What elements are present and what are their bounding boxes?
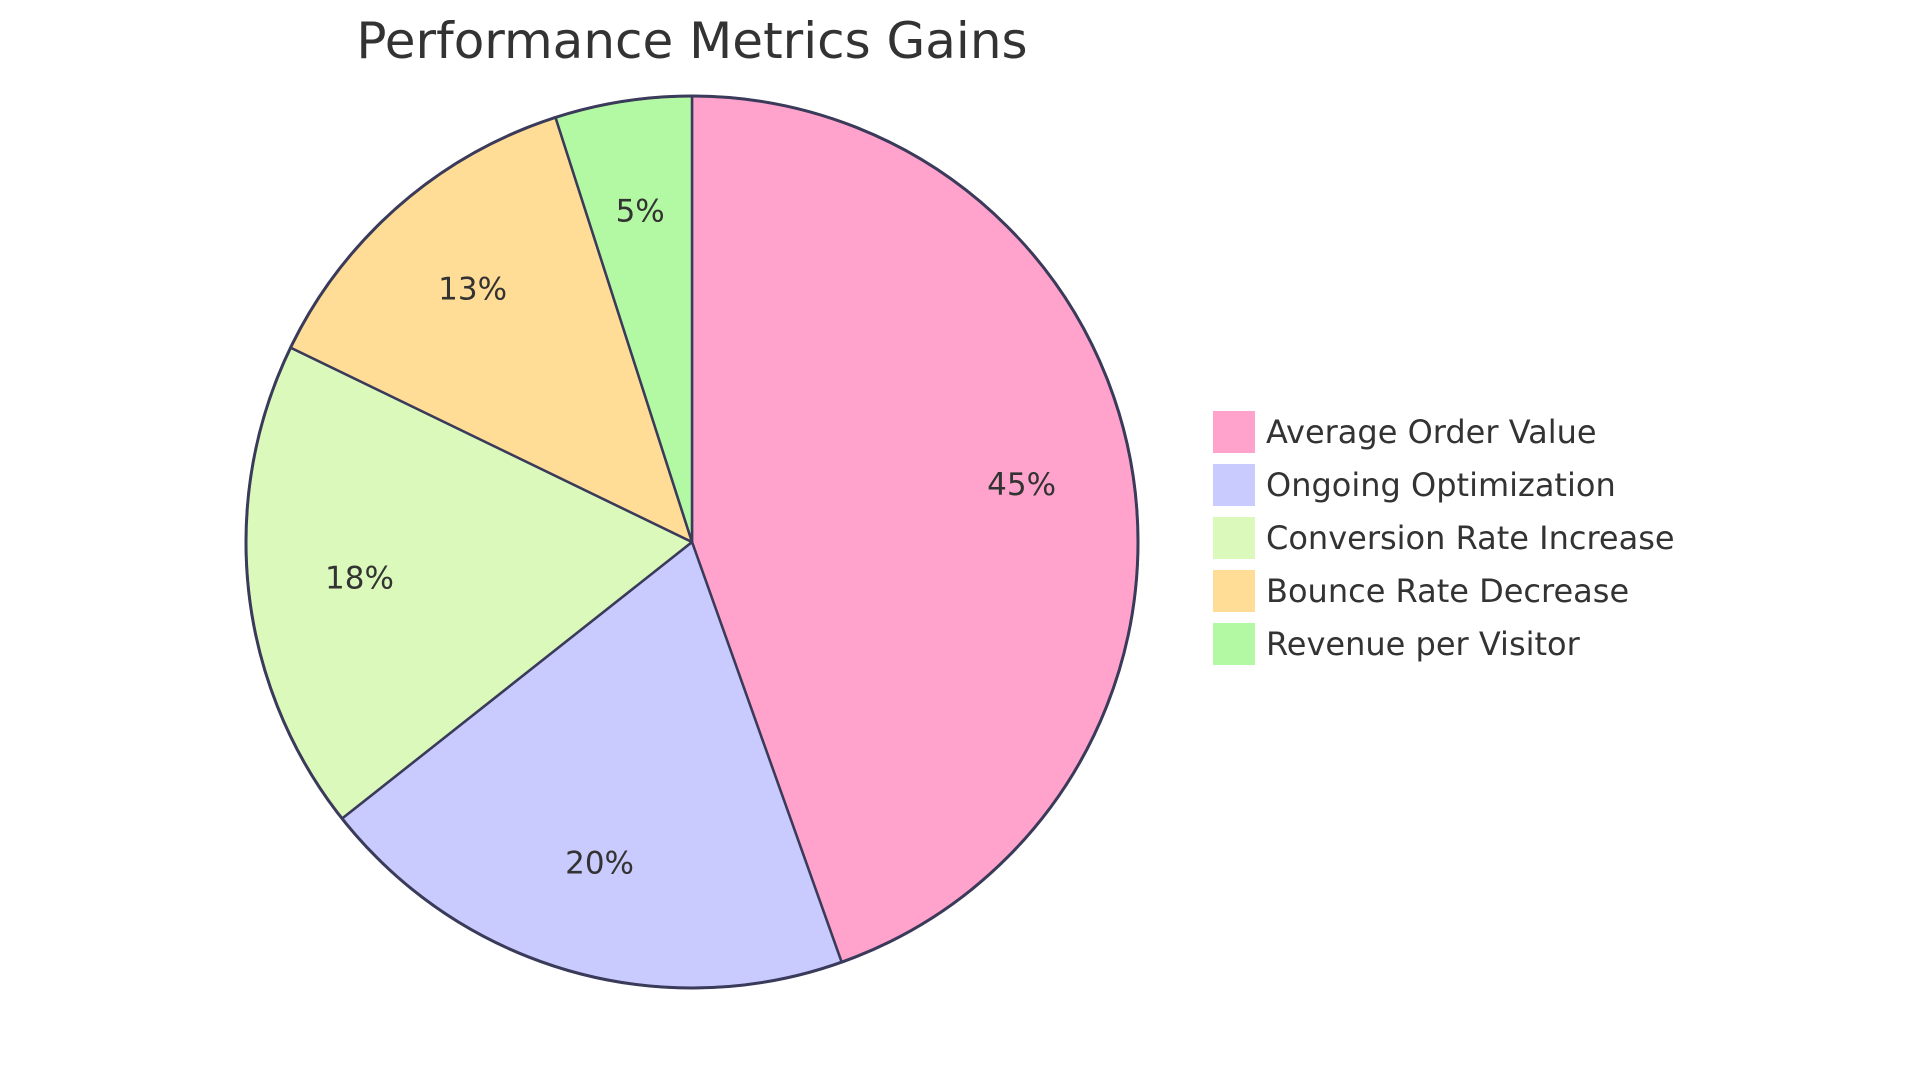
- pie-slices: [244, 94, 1140, 990]
- legend-label-bounce-rate-decrease: Bounce Rate Decrease: [1266, 572, 1629, 610]
- chart-title: Performance Metrics Gains: [356, 12, 1027, 70]
- slice-label-average-order-value: 45%: [987, 467, 1056, 503]
- slice-label-revenue-per-visitor: 5%: [616, 194, 665, 230]
- legend-swatch-ongoing-optimization: [1211, 462, 1257, 508]
- legend-swatch-average-order-value: [1211, 409, 1257, 455]
- pie-outline: [244, 94, 1140, 990]
- slice-label-bounce-rate-decrease: 13%: [438, 272, 507, 308]
- legend-label-revenue-per-visitor: Revenue per Visitor: [1266, 625, 1581, 663]
- chart-legend: Average Order Value Ongoing Optimization C…: [1211, 409, 1675, 667]
- slice-label-conversion-rate-increase: 18%: [325, 560, 394, 596]
- legend-swatch-revenue-per-visitor: [1211, 621, 1257, 667]
- pie-slice-labels: 45% 20% 18% 13% 5%: [325, 194, 1056, 882]
- legend-label-ongoing-optimization: Ongoing Optimization: [1266, 466, 1616, 504]
- legend-label-conversion-rate-increase: Conversion Rate Increase: [1266, 519, 1675, 557]
- slice-label-ongoing-optimization: 20%: [565, 845, 634, 881]
- legend-label-average-order-value: Average Order Value: [1266, 413, 1597, 451]
- legend-swatch-bounce-rate-decrease: [1211, 568, 1257, 614]
- legend-swatch-conversion-rate-increase: [1211, 515, 1257, 561]
